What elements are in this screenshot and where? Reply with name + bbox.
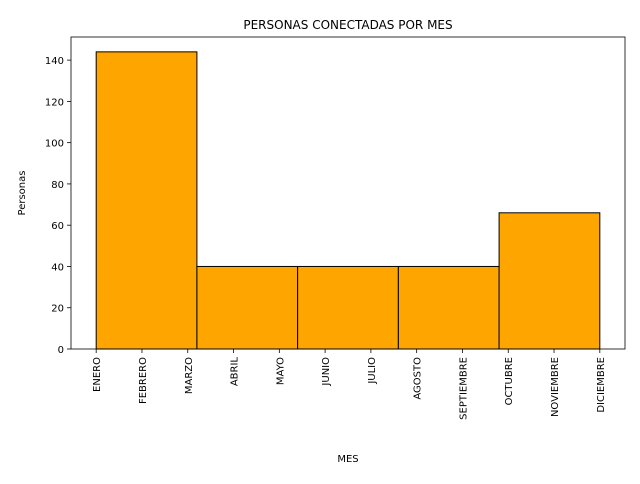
- x-tick-label: JUNIO: [321, 357, 332, 387]
- x-tick-label: ABRIL: [230, 357, 241, 387]
- y-tick-label: 0: [58, 345, 64, 356]
- x-tick-label: DICIEMBRE: [596, 357, 607, 413]
- bar-4: [397, 265, 500, 350]
- x-tick-label: JULIO: [367, 357, 378, 385]
- x-tick-label: MAYO: [275, 357, 286, 385]
- y-axis-label: Personas: [17, 171, 28, 216]
- bar-1: [95, 51, 198, 350]
- plot-frame: [70, 36, 626, 350]
- x-axis-label: MES: [337, 454, 358, 465]
- y-tick-label: 100: [45, 139, 64, 150]
- x-axis: ENERO FEBRERO MARZO ABRIL MAYO JUNIO JULIO AGOS…: [92, 349, 607, 420]
- bar-5: [498, 212, 601, 350]
- bar-3: [297, 265, 399, 350]
- y-tick-label: 20: [51, 304, 64, 315]
- x-tick-label: ENERO: [92, 357, 103, 392]
- chart-title: PERSONAS CONECTADAS POR MES: [243, 18, 452, 32]
- bars-group: [95, 51, 601, 350]
- y-tick-label: 140: [45, 56, 64, 67]
- y-tick-label: 60: [51, 221, 64, 232]
- x-tick-label: FEBRERO: [138, 357, 149, 404]
- x-tick-label: OCTUBRE: [504, 357, 515, 405]
- x-tick-label: AGOSTO: [413, 357, 424, 400]
- x-tick-label: NOVIEMBRE: [550, 357, 561, 417]
- y-tick-label: 80: [51, 180, 64, 191]
- x-tick-label: MARZO: [184, 357, 195, 394]
- x-tick-label: SEPTIEMBRE: [458, 357, 469, 420]
- y-tick-label: 40: [51, 262, 64, 273]
- bar-2: [196, 265, 299, 350]
- y-axis: 0 20 40 60 80 100 120 140: [45, 56, 71, 356]
- y-tick-label: 120: [45, 97, 64, 108]
